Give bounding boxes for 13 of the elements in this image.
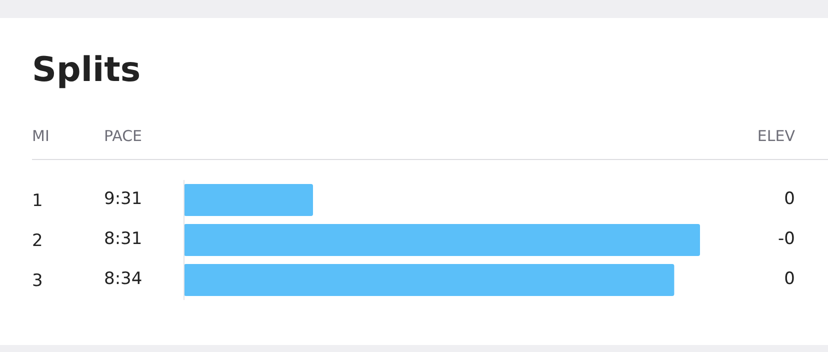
y-tick-label: 1 [32, 191, 43, 211]
text: 0 [784, 189, 795, 209]
text: 8:31 [104, 229, 142, 249]
text: 0 [784, 269, 795, 289]
text: MI [32, 127, 50, 145]
y-tick-label: 3 [32, 271, 43, 291]
text: PACE [104, 127, 142, 145]
text: -0 [778, 229, 795, 249]
text: 9:31 [104, 189, 142, 209]
text: ELEV [757, 127, 795, 145]
chart-title: Splits [32, 50, 141, 90]
y-tick-label: 2 [32, 231, 43, 251]
text: 8:34 [104, 269, 142, 289]
